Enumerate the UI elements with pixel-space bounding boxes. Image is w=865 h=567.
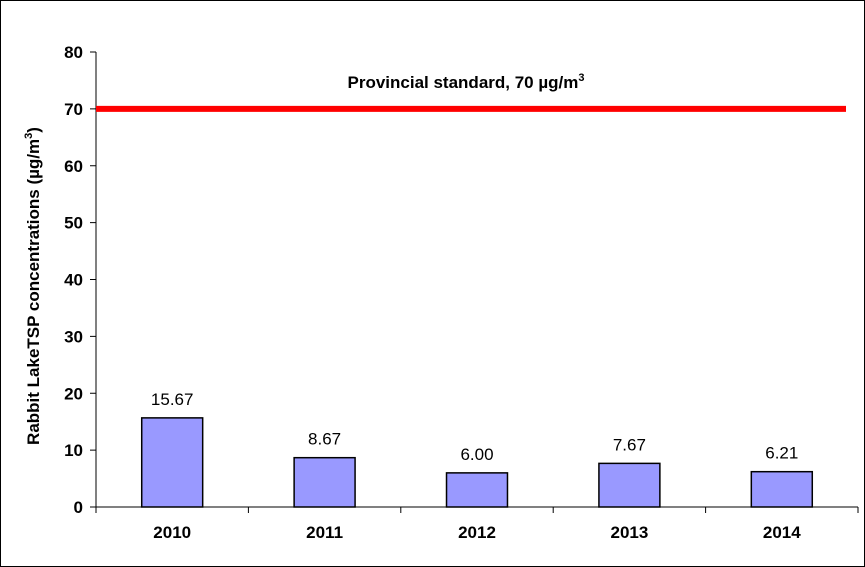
- bar-2012: [445, 472, 509, 508]
- x-tick-label-2012: 2012: [458, 523, 496, 542]
- x-tick-label-2013: 2013: [610, 523, 648, 542]
- x-tick-label-2010: 2010: [153, 523, 191, 542]
- reference-line-label-superscript: 3: [578, 72, 584, 84]
- y-tick-label: 0: [74, 498, 83, 517]
- y-tick-label: 10: [64, 441, 83, 460]
- y-tick-label: 80: [64, 43, 83, 62]
- reference-line-label-text: Provincial standard, 70 µg/m: [348, 73, 579, 92]
- data-label-2014: 6.21: [765, 444, 798, 463]
- y-axis-title-text: Rabbit LakeTSP concentrations (µg/m: [24, 139, 43, 445]
- y-tick-label: 40: [64, 271, 83, 290]
- x-tick-label-2014: 2014: [763, 523, 801, 542]
- y-axis-title: Rabbit LakeTSP concentrations (µg/m3): [23, 127, 43, 445]
- y-tick-label: 30: [64, 327, 83, 346]
- y-tick-label: 70: [64, 100, 83, 119]
- svg-text:Rabbit LakeTSP concentrations: Rabbit LakeTSP concentrations (µg/m3): [23, 127, 43, 445]
- bar-2013: [598, 462, 661, 508]
- bar-2011: [293, 456, 356, 508]
- y-axis-title-superscript: 3: [23, 133, 35, 139]
- data-label-2012: 6.00: [460, 445, 493, 464]
- y-axis-title-suffix: ): [24, 127, 43, 133]
- data-label-2011: 8.67: [308, 430, 341, 449]
- bar-2010: [140, 417, 204, 508]
- data-label-2010: 15.67: [151, 390, 194, 409]
- x-tick-label-2011: 2011: [306, 523, 343, 542]
- y-tick-label: 20: [64, 384, 83, 403]
- y-tick-label: 60: [64, 157, 83, 176]
- bar-2014: [750, 470, 814, 508]
- svg-text:Provincial standard, 70 µg/m3: Provincial standard, 70 µg/m3: [348, 72, 585, 92]
- data-label-2013: 7.67: [613, 435, 646, 454]
- y-tick-label: 50: [64, 214, 83, 233]
- reference-line-label: Provincial standard, 70 µg/m3: [348, 72, 585, 92]
